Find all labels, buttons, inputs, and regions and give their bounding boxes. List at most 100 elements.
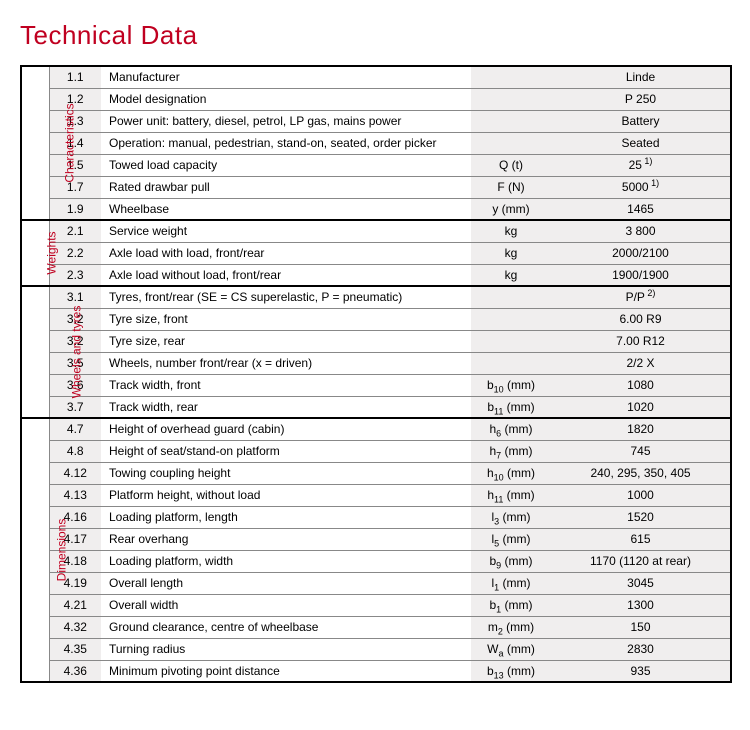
- row-value: 5000 1): [551, 176, 731, 198]
- row-value: 2830: [551, 638, 731, 660]
- table-row: 1.7Rated drawbar pullF (N)5000 1): [21, 176, 731, 198]
- row-description: Height of overhead guard (cabin): [101, 418, 471, 440]
- value-text: 615: [630, 532, 650, 546]
- row-number: 4.12: [49, 462, 101, 484]
- value-text: 1080: [627, 378, 654, 392]
- row-value: Seated: [551, 132, 731, 154]
- row-description: Tyre size, front: [101, 308, 471, 330]
- table-row: 3.7Track width, rearb11 (mm)1020: [21, 396, 731, 418]
- table-row: 4.16Loading platform, lengthl3 (mm)1520: [21, 506, 731, 528]
- row-symbol: b10 (mm): [471, 374, 551, 396]
- row-value: Battery: [551, 110, 731, 132]
- value-text: 7.00 R12: [616, 334, 665, 348]
- row-description: Minimum pivoting point distance: [101, 660, 471, 682]
- table-row: 4.18Loading platform, widthb9 (mm)1170 (…: [21, 550, 731, 572]
- table-row: Characteristics1.1ManufacturerLinde: [21, 66, 731, 88]
- row-value: 1020: [551, 396, 731, 418]
- symbol-subscript: 13: [494, 670, 504, 680]
- section-label-text: Wheels and tyres: [69, 306, 83, 399]
- row-symbol: h10 (mm): [471, 462, 551, 484]
- table-row: 3.2Tyre size, front6.00 R9: [21, 308, 731, 330]
- row-value: 615: [551, 528, 731, 550]
- row-value: P/P 2): [551, 286, 731, 308]
- symbol-suffix: (mm): [503, 488, 534, 502]
- table-row: 4.13Platform height, without loadh11 (mm…: [21, 484, 731, 506]
- row-description: Operation: manual, pedestrian, stand-on,…: [101, 132, 471, 154]
- symbol-suffix: (mm): [501, 598, 532, 612]
- row-number: 1.1: [49, 66, 101, 88]
- value-text: 1300: [627, 598, 654, 612]
- row-symbol: [471, 308, 551, 330]
- table-row: 4.17Rear overhangl5 (mm)615: [21, 528, 731, 550]
- section-label-text: Dimensions: [54, 519, 68, 582]
- symbol-subscript: 11: [494, 406, 503, 416]
- row-number: 4.7: [49, 418, 101, 440]
- row-description: Loading platform, width: [101, 550, 471, 572]
- table-row: 1.5Towed load capacityQ (t)25 1): [21, 154, 731, 176]
- row-symbol: m2 (mm): [471, 616, 551, 638]
- row-symbol: h6 (mm): [471, 418, 551, 440]
- row-description: Overall length: [101, 572, 471, 594]
- table-row: 1.2Model designationP 250: [21, 88, 731, 110]
- row-description: Height of seat/stand-on platform: [101, 440, 471, 462]
- table-row: 4.36Minimum pivoting point distanceb13 (…: [21, 660, 731, 682]
- value-text: 1820: [627, 422, 654, 436]
- symbol-base: b: [487, 378, 494, 392]
- table-row: 1.3Power unit: battery, diesel, petrol, …: [21, 110, 731, 132]
- row-value: 1170 (1120 at rear): [551, 550, 731, 572]
- row-symbol: kg: [471, 220, 551, 242]
- row-description: Manufacturer: [101, 66, 471, 88]
- value-text: 1170 (1120 at rear): [590, 554, 691, 568]
- value-text: Seated: [621, 136, 659, 150]
- row-description: Ground clearance, centre of wheelbase: [101, 616, 471, 638]
- value-text: 240, 295, 350, 405: [590, 466, 690, 480]
- section-label: Dimensions: [21, 418, 49, 682]
- row-description: Turning radius: [101, 638, 471, 660]
- row-value: 1900/1900: [551, 264, 731, 286]
- symbol-base: h: [487, 488, 494, 502]
- row-description: Rear overhang: [101, 528, 471, 550]
- row-value: Linde: [551, 66, 731, 88]
- row-number: 4.8: [49, 440, 101, 462]
- row-value: 1465: [551, 198, 731, 220]
- row-value: 3045: [551, 572, 731, 594]
- table-row: 1.4Operation: manual, pedestrian, stand-…: [21, 132, 731, 154]
- value-text: P 250: [625, 92, 656, 106]
- value-text: 150: [630, 620, 650, 634]
- page-title: Technical Data: [20, 20, 730, 51]
- row-symbol: b13 (mm): [471, 660, 551, 682]
- row-value: 240, 295, 350, 405: [551, 462, 731, 484]
- symbol-base: b: [487, 664, 494, 678]
- row-value: 2000/2100: [551, 242, 731, 264]
- row-description: Towed load capacity: [101, 154, 471, 176]
- table-row: 3.5Wheels, number front/rear (x = driven…: [21, 352, 731, 374]
- table-row: 4.35Turning radiusWa (mm)2830: [21, 638, 731, 660]
- value-text: 2000/2100: [612, 246, 669, 260]
- symbol-suffix: (mm): [501, 444, 532, 458]
- row-description: Power unit: battery, diesel, petrol, LP …: [101, 110, 471, 132]
- row-value: 1080: [551, 374, 731, 396]
- row-number: 1.9: [49, 198, 101, 220]
- table-row: Weights2.1Service weightkg3 800: [21, 220, 731, 242]
- row-symbol: [471, 66, 551, 88]
- value-text: 3 800: [625, 224, 655, 238]
- row-description: Tyre size, rear: [101, 330, 471, 352]
- row-symbol: l5 (mm): [471, 528, 551, 550]
- value-text: 1900/1900: [612, 268, 669, 282]
- row-description: Model designation: [101, 88, 471, 110]
- row-symbol: Q (t): [471, 154, 551, 176]
- table-row: 4.32Ground clearance, centre of wheelbas…: [21, 616, 731, 638]
- value-superscript: 1): [649, 178, 660, 188]
- row-value: 935: [551, 660, 731, 682]
- row-number: 4.32: [49, 616, 101, 638]
- row-symbol: kg: [471, 242, 551, 264]
- symbol-suffix: (mm): [499, 576, 530, 590]
- row-description: Towing coupling height: [101, 462, 471, 484]
- row-symbol: b1 (mm): [471, 594, 551, 616]
- section-label-text: Weights: [45, 231, 59, 274]
- row-value: 25 1): [551, 154, 731, 176]
- symbol-subscript: 11: [494, 494, 503, 504]
- value-text: 5000: [622, 180, 649, 194]
- symbol-base: m: [488, 620, 498, 634]
- table-row: 4.12Towing coupling heighth10 (mm) 240, 2…: [21, 462, 731, 484]
